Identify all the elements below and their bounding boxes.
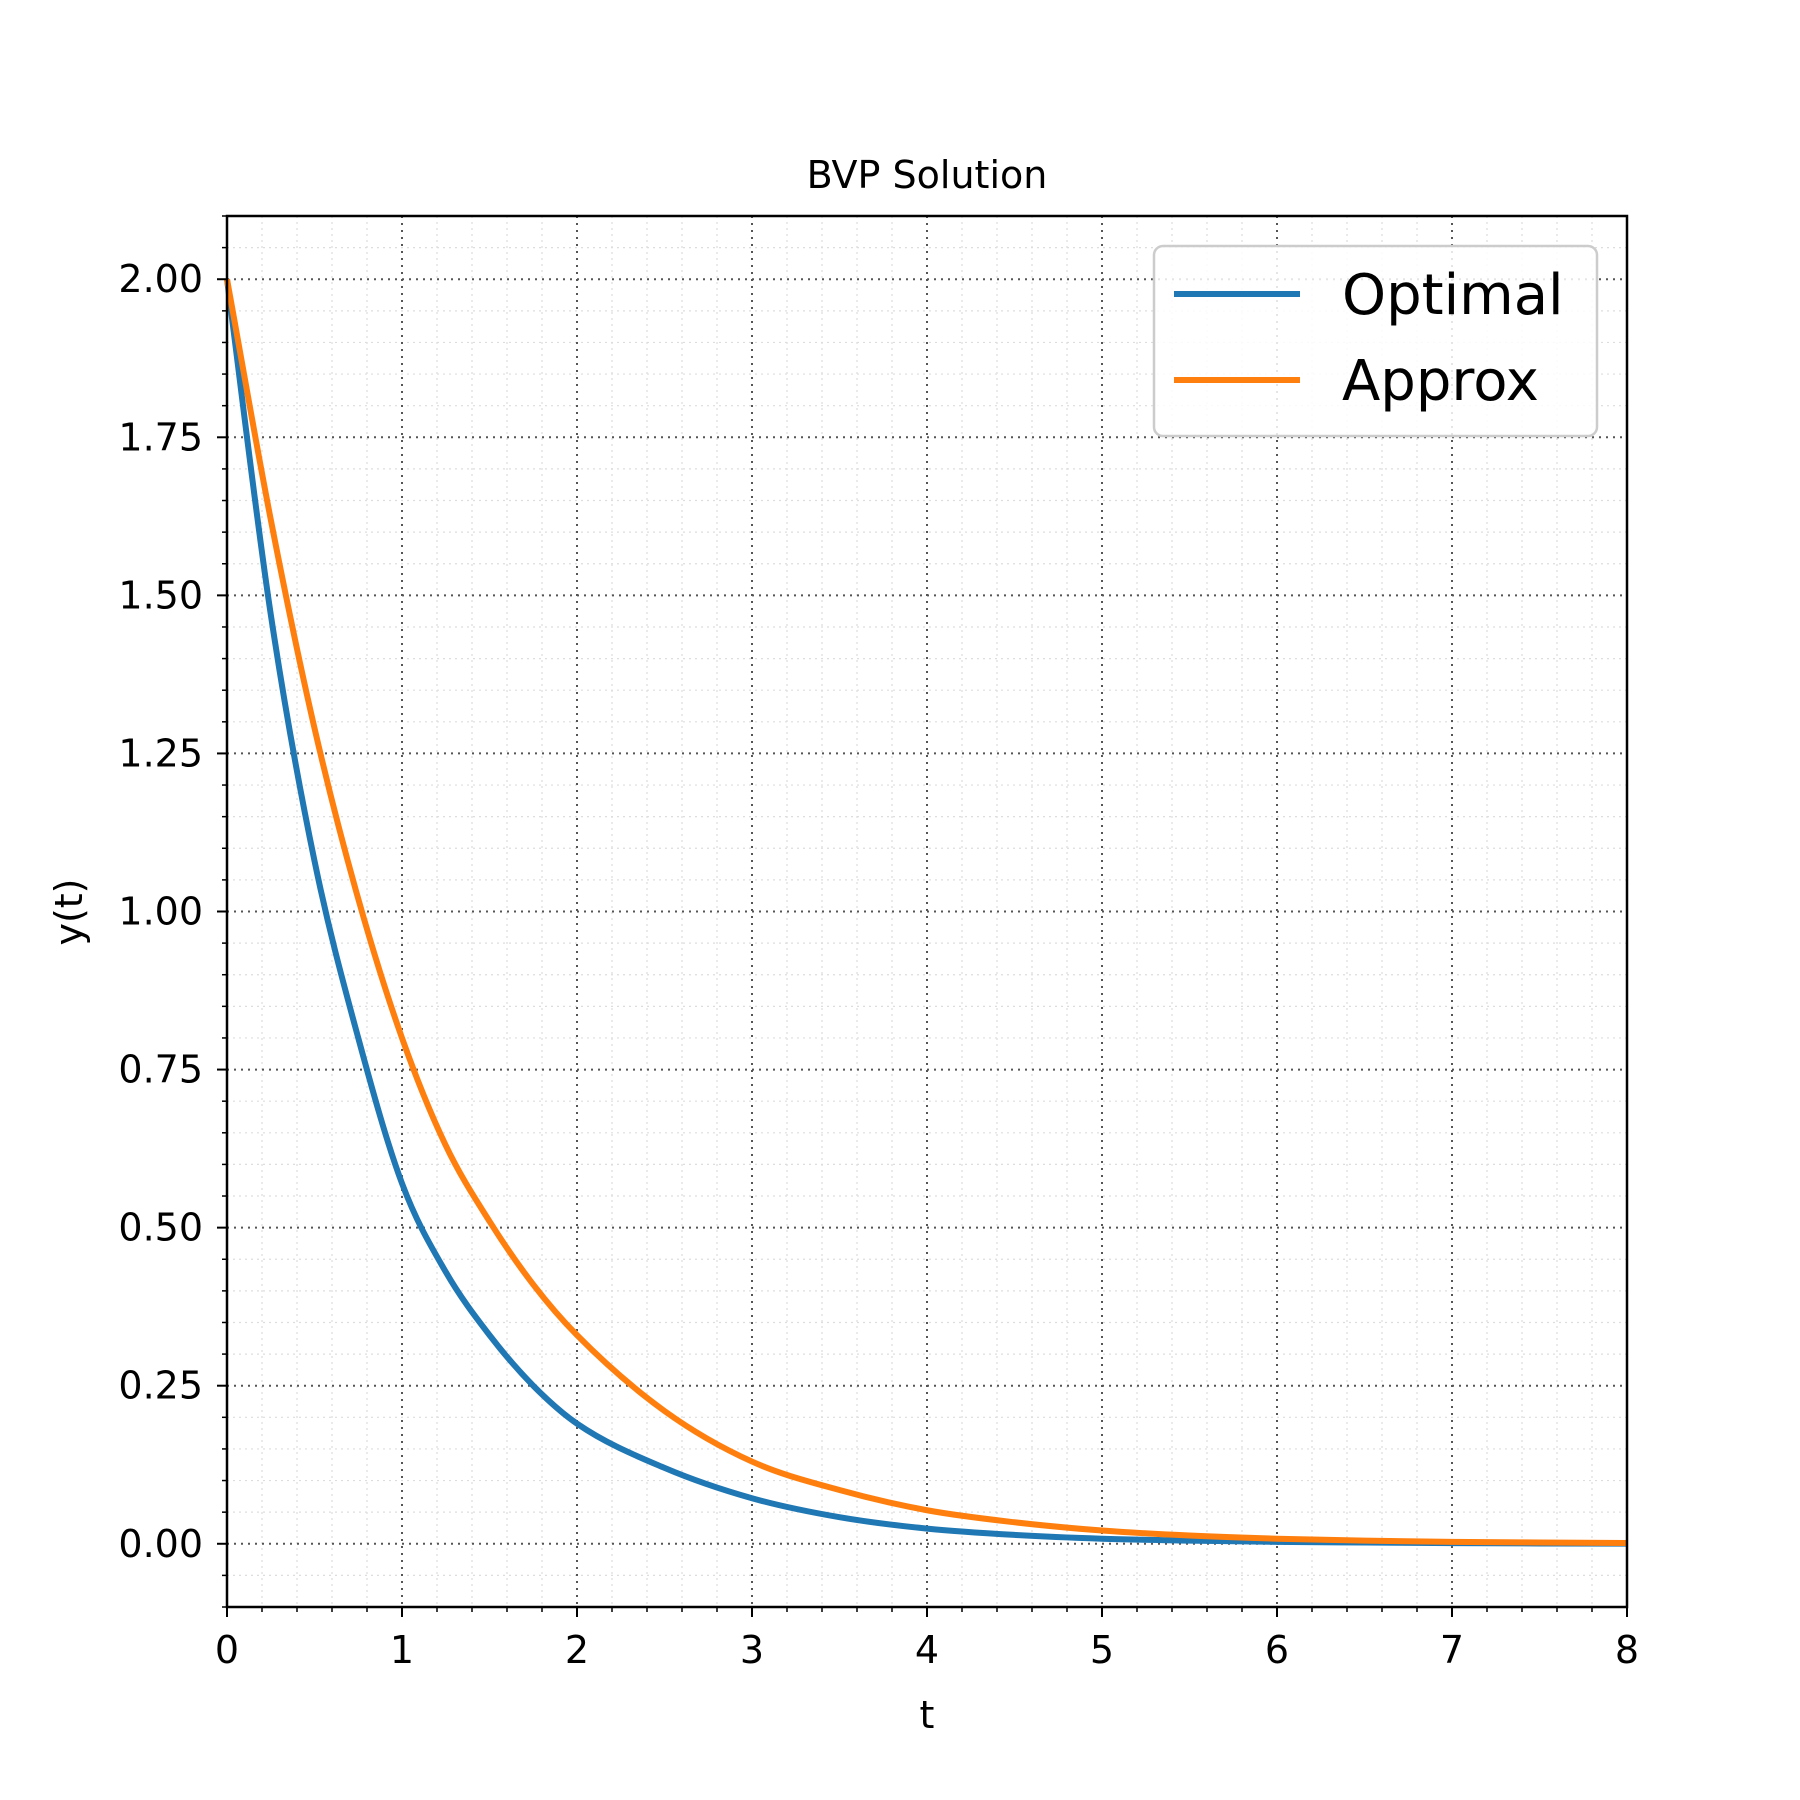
x-tick-label: 6: [1265, 1628, 1289, 1672]
y-tick-label: 1.25: [118, 731, 203, 775]
y-tick-label: 0.25: [118, 1364, 203, 1408]
y-tick-label: 0.00: [118, 1522, 203, 1566]
x-tick-label: 3: [740, 1628, 764, 1672]
y-axis-label: y(t): [47, 878, 91, 945]
y-tick-label: 1.50: [118, 573, 203, 617]
legend-label-optimal: Optimal: [1342, 263, 1564, 328]
x-tick-label: 1: [390, 1628, 414, 1672]
legend: Optimal Approx: [1152, 244, 1599, 438]
y-tick-label: 0.50: [118, 1206, 203, 1250]
minor-grid: [227, 215, 1627, 1608]
x-tick-label: 0: [215, 1628, 239, 1672]
x-axis-label: t: [920, 1693, 935, 1737]
legend-label-approx: Approx: [1342, 349, 1539, 414]
ticks-layer: 0 1 2 3 4 5 6 7 8 0.00 0.25 0.50 0.75 1.00 1.25 1.50 1.7…: [118, 215, 1639, 1672]
chart-title: BVP Solution: [807, 153, 1048, 197]
y-tick-label: 2.00: [118, 257, 203, 301]
series-layer: [224, 278, 1628, 1547]
x-tick-label: 8: [1615, 1628, 1639, 1672]
x-tick-label: 5: [1090, 1628, 1114, 1672]
y-tick-label: 0.75: [118, 1048, 203, 1092]
y-tick-label: 1.00: [118, 890, 203, 934]
x-tick-label: 4: [915, 1628, 939, 1672]
x-tick-label: 7: [1440, 1628, 1464, 1672]
x-tick-label: 2: [565, 1628, 589, 1672]
y-tick-label: 1.75: [118, 415, 203, 459]
series-line-approx: [224, 278, 1628, 1547]
